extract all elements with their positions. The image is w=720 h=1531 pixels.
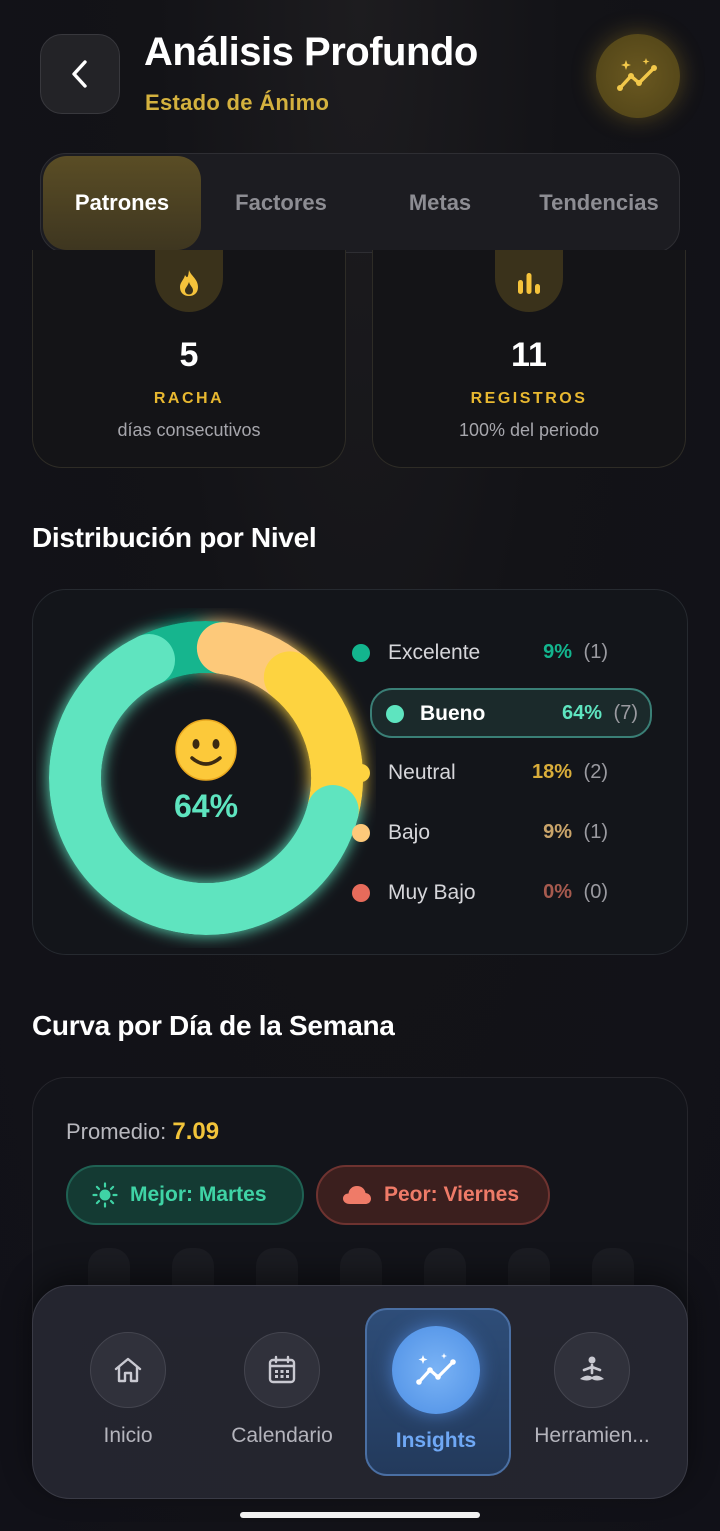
sparkle-trend-icon xyxy=(617,58,657,91)
worst-day-chip[interactable]: Peor: Viernes xyxy=(316,1165,550,1225)
legend-percent: 0% xyxy=(543,881,572,903)
best-day-chip[interactable]: Mejor: Martes xyxy=(66,1165,304,1225)
legend-dot xyxy=(352,644,370,662)
calendar-icon xyxy=(268,1355,296,1384)
legend-dot xyxy=(352,824,370,842)
worst-day-label: Peor: Viernes xyxy=(384,1183,520,1206)
chevron-left-icon xyxy=(72,60,87,88)
tab-patrones[interactable]: Patrones xyxy=(43,156,201,250)
legend-percent: 64% xyxy=(561,702,602,724)
legend-dot xyxy=(352,764,370,782)
legend-percent: 18% xyxy=(531,761,572,783)
bar-chart-icon xyxy=(518,273,540,294)
distribution-donut-chart xyxy=(36,608,376,948)
records-card: 11 REGISTROS 100% del periodo xyxy=(372,250,686,468)
legend-row-neutral[interactable]: Neutral 18% (2) xyxy=(338,748,620,798)
legend-name: Neutral xyxy=(388,761,456,784)
weekday-bar xyxy=(340,1248,382,1288)
legend-name: Excelente xyxy=(388,641,481,664)
tab-metas[interactable]: Metas xyxy=(408,190,472,215)
streak-subtext: días consecutivos xyxy=(117,420,261,440)
nav-label: Insights xyxy=(395,1429,477,1452)
weekday-bar xyxy=(88,1248,130,1288)
donut-segment-bajo[interactable] xyxy=(49,621,363,935)
nav-calendario[interactable]: Calendario xyxy=(207,1286,357,1500)
weekday-bar xyxy=(424,1248,466,1288)
legend-count: (1) xyxy=(583,641,608,663)
page-title: Análisis Profundo xyxy=(144,30,478,74)
page-subtitle: Estado de Ánimo xyxy=(145,90,330,115)
legend-count: (0) xyxy=(583,881,608,903)
records-subtext: 100% del periodo xyxy=(458,420,600,440)
sun-icon xyxy=(92,1182,118,1208)
legend-row-bueno[interactable]: Bueno 64% (7) xyxy=(370,688,652,738)
insights-icon xyxy=(416,1353,456,1385)
nav-herramientas[interactable]: Herramien... xyxy=(517,1286,667,1500)
records-value: 11 xyxy=(511,336,547,374)
cloud-icon xyxy=(343,1186,371,1204)
donut-center-percent: 64% xyxy=(173,788,239,824)
records-label: REGISTROS xyxy=(470,390,588,407)
legend-percent: 9% xyxy=(543,641,572,663)
streak-value: 5 xyxy=(179,336,199,374)
legend-row-excelente[interactable]: Excelente 9% (1) xyxy=(338,628,620,678)
legend-count: (1) xyxy=(583,821,608,843)
legend-name: Bajo xyxy=(388,821,431,844)
weekday-bar xyxy=(256,1248,298,1288)
legend-dot xyxy=(386,705,404,723)
legend-row-bajo[interactable]: Bajo 9% (1) xyxy=(338,808,620,858)
average-value: 7.09 xyxy=(172,1118,220,1145)
streak-icon-badge xyxy=(155,250,223,312)
bottom-navigation: Inicio Calendario Insights xyxy=(32,1285,688,1499)
week-curve-title: Curva por Día de la Semana xyxy=(32,1010,395,1041)
back-button[interactable] xyxy=(40,34,120,114)
nav-insights[interactable]: Insights xyxy=(361,1286,511,1500)
meditation-icon xyxy=(580,1356,604,1381)
weekday-bar xyxy=(172,1248,214,1288)
nav-inicio[interactable]: Inicio xyxy=(53,1286,203,1500)
legend-name: Bueno xyxy=(420,702,486,725)
donut-segment-bueno[interactable] xyxy=(46,618,366,938)
smiley-icon xyxy=(175,719,237,781)
home-indicator[interactable] xyxy=(240,1512,480,1518)
legend-name: Muy Bajo xyxy=(388,881,476,904)
legend-count: (7) xyxy=(613,702,638,724)
weekday-bar xyxy=(508,1248,550,1288)
records-icon-badge xyxy=(495,250,563,312)
legend-count: (2) xyxy=(583,761,608,783)
weekday-bar xyxy=(592,1248,634,1288)
flame-icon xyxy=(180,270,198,296)
average-summary: Promedio: 7.09 xyxy=(66,1118,219,1146)
tab-factores[interactable]: Factores xyxy=(235,190,327,215)
nav-label: Inicio xyxy=(103,1424,153,1447)
distribution-title: Distribución por Nivel xyxy=(32,522,317,553)
donut-segment-neutral[interactable] xyxy=(36,608,376,948)
legend-dot xyxy=(352,884,370,902)
nav-label: Herramien... xyxy=(534,1424,650,1447)
best-day-label: Mejor: Martes xyxy=(130,1183,267,1206)
nav-label: Calendario xyxy=(231,1424,333,1447)
tab-tendencias[interactable]: Tendencias xyxy=(539,190,659,215)
streak-card: 5 RACHA días consecutivos xyxy=(32,250,346,468)
average-label: Promedio: xyxy=(66,1119,167,1144)
legend-row-muy-bajo[interactable]: Muy Bajo 0% (0) xyxy=(338,868,620,918)
home-icon xyxy=(114,1357,142,1383)
analysis-tabs: Patrones Factores Metas Tendencias xyxy=(40,153,680,253)
insights-action-button[interactable] xyxy=(596,34,680,118)
streak-label: RACHA xyxy=(153,390,225,407)
legend-percent: 9% xyxy=(543,821,572,843)
